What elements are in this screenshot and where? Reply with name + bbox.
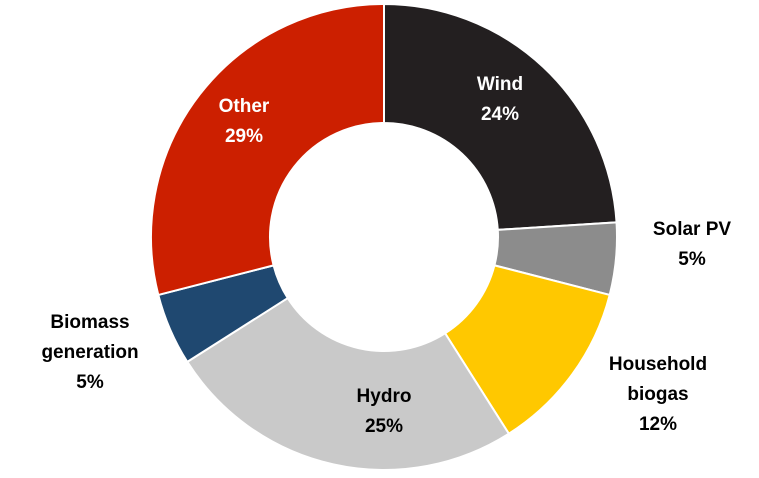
slice-label-household-biogas-name: Household [609,354,707,375]
slice-other [150,2,385,297]
slice-label-biomass-name: Biomass [50,312,129,333]
slice-label-wind-value: 24% [481,104,519,125]
slice-label-biomass-name: generation [41,342,138,363]
slice-label-other-value: 29% [225,126,263,147]
slice-label-household-biogas-name: biogas [627,384,688,405]
slice-label-wind-name: Wind [477,74,523,95]
slice-label-hydro-name: Hydro [357,386,412,407]
slice-label-household-biogas-value: 12% [639,414,677,435]
slice-label-other-name: Other [219,96,270,117]
slice-hydro [185,296,511,471]
slice-wind [383,2,618,231]
slice-label-hydro-value: 25% [365,416,403,437]
slice-label-solar-name: Solar PV [653,219,731,240]
slice-labels: Wind 24% Solar PV 5% Household biogas 12% Hydro… [41,74,731,437]
slice-label-solar-value: 5% [678,249,706,270]
donut-slices [150,2,618,471]
slice-label-biomass-value: 5% [76,372,104,393]
